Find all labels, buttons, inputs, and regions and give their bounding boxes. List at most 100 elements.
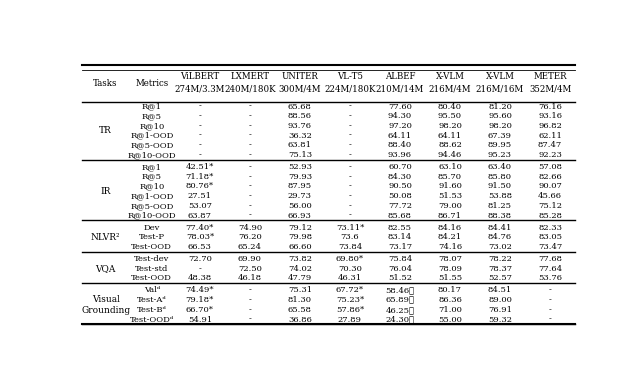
Text: 66.60: 66.60 xyxy=(288,243,312,251)
Text: 77.40*: 77.40* xyxy=(186,224,214,232)
Text: 77.72: 77.72 xyxy=(388,202,412,210)
Text: 65.24: 65.24 xyxy=(238,243,262,251)
Text: 74.02: 74.02 xyxy=(288,265,312,273)
Text: 82.55: 82.55 xyxy=(388,224,412,232)
Text: 83.05: 83.05 xyxy=(538,233,562,242)
Text: -: - xyxy=(248,306,252,314)
Text: -: - xyxy=(248,102,252,111)
Text: -: - xyxy=(349,102,351,111)
Text: -: - xyxy=(349,192,351,200)
Text: 84.21: 84.21 xyxy=(438,233,462,242)
Text: 36.86: 36.86 xyxy=(288,316,312,324)
Text: 86.71: 86.71 xyxy=(438,211,462,220)
Text: -: - xyxy=(548,296,552,304)
Text: 240M/180K: 240M/180K xyxy=(224,85,276,94)
Text: 27.51: 27.51 xyxy=(188,192,212,200)
Text: 29.73: 29.73 xyxy=(288,192,312,200)
Text: 81.20: 81.20 xyxy=(488,102,512,111)
Text: 78.03*: 78.03* xyxy=(186,233,214,242)
Text: 93.76: 93.76 xyxy=(288,122,312,130)
Text: 64.11: 64.11 xyxy=(438,132,462,139)
Text: 65.58: 65.58 xyxy=(288,306,312,314)
Text: 72.50: 72.50 xyxy=(238,265,262,273)
Text: 98.20: 98.20 xyxy=(438,122,462,130)
Text: 92.23: 92.23 xyxy=(538,151,562,159)
Text: -: - xyxy=(248,296,252,304)
Text: 94.30: 94.30 xyxy=(388,112,412,120)
Text: 47.79: 47.79 xyxy=(288,275,312,282)
Text: -: - xyxy=(198,112,202,120)
Text: 54.91: 54.91 xyxy=(188,316,212,324)
Text: 73.82: 73.82 xyxy=(288,255,312,263)
Text: X-VLM: X-VLM xyxy=(436,72,465,81)
Text: -: - xyxy=(349,183,351,190)
Text: 98.20: 98.20 xyxy=(488,122,512,130)
Text: 48.38: 48.38 xyxy=(188,275,212,282)
Text: 76.91: 76.91 xyxy=(488,306,512,314)
Text: 85.80: 85.80 xyxy=(488,173,512,181)
Text: -: - xyxy=(548,286,552,295)
Text: R@10: R@10 xyxy=(139,183,164,190)
Text: 51.52: 51.52 xyxy=(388,275,412,282)
Text: 72.70: 72.70 xyxy=(188,255,212,263)
Text: 53.76: 53.76 xyxy=(538,275,562,282)
Text: -: - xyxy=(349,132,351,139)
Text: 94.46: 94.46 xyxy=(438,151,462,159)
Text: 82.66: 82.66 xyxy=(538,173,562,181)
Text: 224M/180K: 224M/180K xyxy=(324,85,376,94)
Text: -: - xyxy=(198,122,202,130)
Text: 84.76: 84.76 xyxy=(488,233,512,242)
Text: 79.98: 79.98 xyxy=(288,233,312,242)
Text: 64.11: 64.11 xyxy=(388,132,412,139)
Text: 67.72*: 67.72* xyxy=(336,286,364,295)
Text: 88.40: 88.40 xyxy=(388,141,412,150)
Text: TR: TR xyxy=(99,126,112,135)
Text: X-VLM: X-VLM xyxy=(486,72,515,81)
Text: -: - xyxy=(198,141,202,150)
Text: Test-std: Test-std xyxy=(135,265,168,273)
Text: -: - xyxy=(198,265,202,273)
Text: R@1: R@1 xyxy=(142,163,162,171)
Text: 216M/4M: 216M/4M xyxy=(429,85,471,94)
Text: 66.53: 66.53 xyxy=(188,243,212,251)
Text: Valᵈ: Valᵈ xyxy=(143,286,160,295)
Text: Test-Bᵈ: Test-Bᵈ xyxy=(137,306,167,314)
Text: 78.09: 78.09 xyxy=(438,265,462,273)
Text: 63.10: 63.10 xyxy=(438,163,462,171)
Text: Visual
Grounding: Visual Grounding xyxy=(81,295,130,315)
Text: 89.95: 89.95 xyxy=(488,141,512,150)
Text: 74.49*: 74.49* xyxy=(186,286,214,295)
Text: -: - xyxy=(548,306,552,314)
Text: 56.00: 56.00 xyxy=(288,202,312,210)
Text: 95.50: 95.50 xyxy=(438,112,462,120)
Text: ViLBERT: ViLBERT xyxy=(180,72,220,81)
Text: 52.57: 52.57 xyxy=(488,275,512,282)
Text: 65.89★: 65.89★ xyxy=(385,296,415,304)
Text: 57.08: 57.08 xyxy=(538,163,562,171)
Text: 95.23: 95.23 xyxy=(488,151,512,159)
Text: 78.22: 78.22 xyxy=(488,255,512,263)
Text: 63.81: 63.81 xyxy=(288,141,312,150)
Text: -: - xyxy=(248,192,252,200)
Text: Test-OOD: Test-OOD xyxy=(131,275,172,282)
Text: 24.30★: 24.30★ xyxy=(385,316,415,324)
Text: -: - xyxy=(198,151,202,159)
Text: 69.90: 69.90 xyxy=(238,255,262,263)
Text: 90.07: 90.07 xyxy=(538,183,562,190)
Text: -: - xyxy=(349,122,351,130)
Text: 57.86*: 57.86* xyxy=(336,306,364,314)
Text: 84.30: 84.30 xyxy=(388,173,412,181)
Text: 76.16: 76.16 xyxy=(538,102,562,111)
Text: 77.60: 77.60 xyxy=(388,102,412,111)
Text: 75.12: 75.12 xyxy=(538,202,562,210)
Text: Test-OOD: Test-OOD xyxy=(131,243,172,251)
Text: 300M/4M: 300M/4M xyxy=(278,85,321,94)
Text: 53.88: 53.88 xyxy=(488,192,512,200)
Text: 75.31: 75.31 xyxy=(288,286,312,295)
Text: 79.12: 79.12 xyxy=(288,224,312,232)
Text: 81.30: 81.30 xyxy=(288,296,312,304)
Text: 83.14: 83.14 xyxy=(388,233,412,242)
Text: 50.08: 50.08 xyxy=(388,192,412,200)
Text: R@10: R@10 xyxy=(139,122,164,130)
Text: 73.17: 73.17 xyxy=(388,243,412,251)
